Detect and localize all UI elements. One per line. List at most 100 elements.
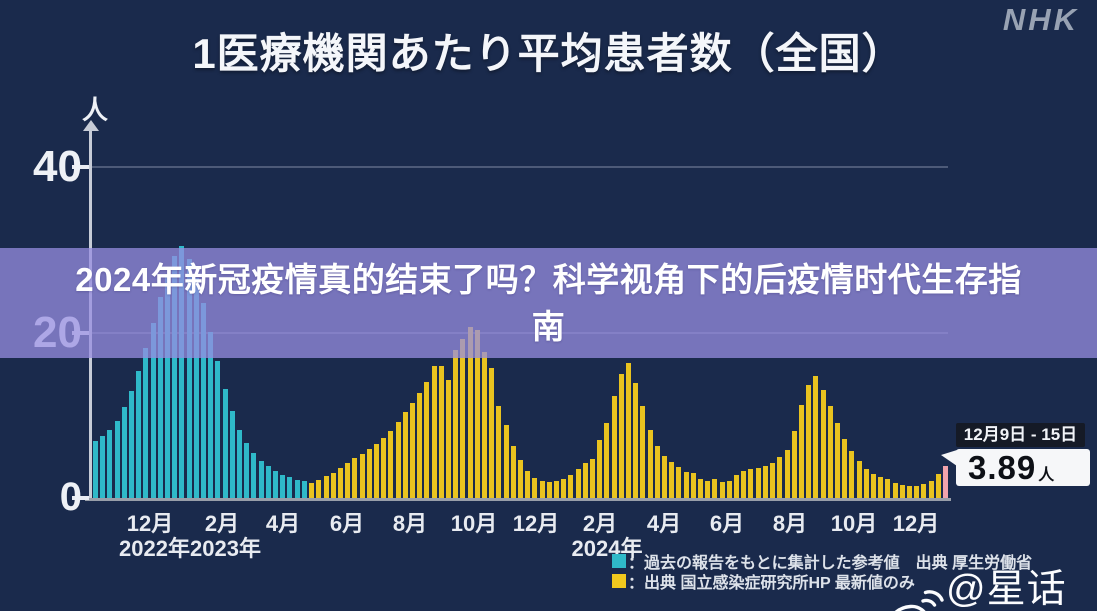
year-label: 2022年2023年 (119, 536, 261, 561)
x-tick-label: 6月 (329, 511, 365, 536)
bar-series-1 (546, 482, 552, 498)
weibo-icon (894, 590, 944, 611)
bar-series-0 (237, 430, 243, 498)
bar-series-0 (114, 421, 120, 498)
bar-series-1 (719, 482, 725, 498)
bar-series-0 (179, 246, 185, 498)
bar-series-0 (222, 389, 228, 498)
legend-label-reference: ：過去の報告をもとに集計した参考値 出典 厚生労働省 (628, 555, 1033, 572)
bar-series-1 (503, 425, 509, 498)
bar-series-1 (906, 486, 912, 498)
bar-series-2 (942, 466, 948, 498)
bar-series-1 (373, 444, 379, 498)
bar-series-1 (330, 473, 336, 498)
bar-series-1 (762, 466, 768, 498)
bar-series-0 (193, 278, 199, 498)
bar-series-1 (914, 486, 920, 498)
bar-series-1 (597, 440, 603, 498)
bar-series-1 (424, 382, 430, 498)
bar-series-0 (100, 436, 106, 498)
bar-series-1 (734, 475, 740, 498)
bar-series-0 (301, 481, 307, 498)
legend-item-reported: ：出典 国立感染症研究所HP 最新値のみ (612, 571, 1032, 592)
bar-series-1 (532, 478, 538, 498)
bar-series-1 (381, 438, 387, 498)
callout-value-unit: 人 (1038, 466, 1055, 484)
bar-series-1 (820, 390, 826, 498)
bar-series-1 (827, 406, 833, 498)
x-tick-label: 2月 (582, 511, 618, 536)
y-tick-40 (72, 165, 89, 169)
y-axis-unit-label: 人 (82, 95, 109, 125)
x-tick-label: 6月 (709, 511, 745, 536)
callout-value-number: 3.89 (968, 448, 1037, 486)
bar-series-1 (453, 350, 459, 498)
year-label: 2024年 (571, 536, 643, 561)
overlay-banner-line2: 南 (531, 308, 566, 345)
bar-series-1 (510, 446, 516, 498)
bar-series-1 (676, 467, 682, 498)
bar-series-1 (928, 481, 934, 498)
bar-series-1 (352, 458, 358, 498)
bar-series-1 (438, 366, 444, 498)
bar-chart-area (93, 0, 948, 498)
overlay-banner-line1: 2024年新冠疫情真的结束了吗？科学视角下的后疫情时代生存指 (75, 261, 1022, 298)
legend-swatch-yellow (612, 574, 626, 588)
bar-series-1 (834, 423, 840, 498)
bar-series-0 (251, 453, 257, 498)
x-tick-label: 12月 (892, 511, 940, 536)
bar-series-1 (359, 454, 365, 498)
bar-series-1 (705, 481, 711, 498)
bar-series-0 (186, 259, 192, 498)
bar-series-0 (229, 411, 235, 498)
x-tick-label: 12月 (512, 511, 560, 536)
legend-item-reference: ：過去の報告をもとに集計した参考値 出典 厚生労働省 (612, 551, 1033, 572)
bar-series-1 (712, 479, 718, 498)
bar-series-1 (345, 463, 351, 498)
bar-series-1 (885, 479, 891, 498)
bar-series-1 (323, 476, 329, 498)
bar-series-1 (618, 374, 624, 498)
bar-series-1 (525, 471, 531, 498)
bar-series-1 (683, 472, 689, 498)
bar-series-1 (316, 480, 322, 498)
bar-series-1 (899, 485, 905, 498)
bar-series-1 (467, 327, 473, 498)
bar-series-1 (784, 450, 790, 498)
bar-series-1 (755, 468, 761, 498)
bar-series-0 (93, 441, 98, 498)
bar-series-1 (402, 412, 408, 498)
bar-series-1 (726, 481, 732, 498)
bar-series-0 (258, 461, 264, 498)
x-tick-label: 12月 (126, 511, 174, 536)
x-tick-label: 4月 (646, 511, 682, 536)
bar-series-1 (554, 481, 559, 498)
bar-series-1 (474, 330, 480, 498)
bar-series-1 (798, 405, 804, 498)
y-axis-arrow-icon (83, 120, 99, 131)
bar-series-0 (273, 471, 279, 498)
bar-series-1 (481, 352, 487, 498)
bar-series-0 (172, 256, 178, 498)
bar-series-1 (741, 471, 747, 498)
x-tick-label: 8月 (772, 511, 808, 536)
bar-series-1 (662, 456, 668, 498)
bar-series-1 (431, 366, 437, 498)
bar-series-1 (935, 474, 941, 498)
bar-series-1 (698, 479, 704, 498)
bar-series-0 (244, 443, 250, 498)
bar-series-1 (460, 339, 466, 498)
bar-series-1 (417, 393, 423, 498)
bar-series-0 (294, 480, 300, 498)
bar-series-1 (640, 406, 646, 498)
bar-series-1 (611, 396, 617, 498)
x-tick-label: 4月 (265, 511, 301, 536)
bar-series-1 (604, 423, 610, 498)
bar-series-1 (856, 461, 862, 498)
nhk-logo: NHK (1002, 2, 1079, 37)
bar-series-1 (806, 385, 812, 498)
bar-series-0 (143, 348, 149, 498)
x-tick-label: 2月 (204, 511, 240, 536)
bar-series-0 (136, 371, 142, 498)
bar-series-1 (582, 463, 588, 498)
